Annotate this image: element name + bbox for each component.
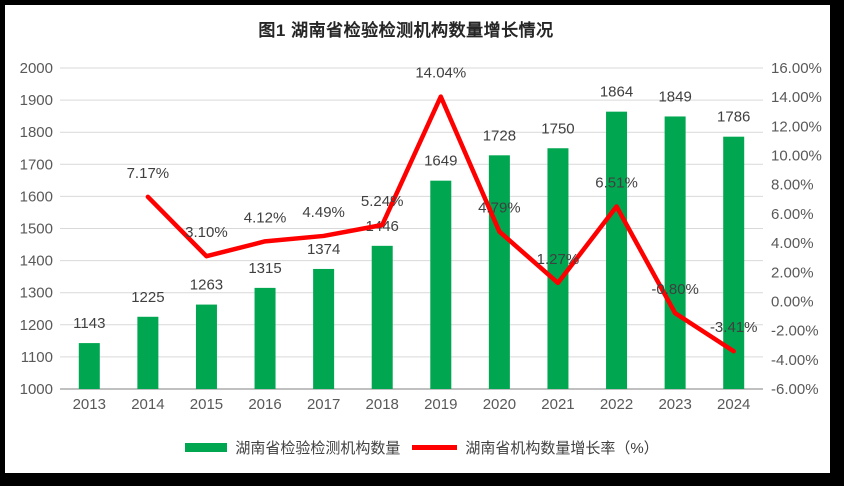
- legend-item-bars: 湖南省检验检测机构数量: [185, 437, 400, 458]
- right-axis-tick: -6.00%: [771, 381, 819, 398]
- x-axis-label: 2024: [717, 396, 750, 413]
- legend-item-line: 湖南省机构数量增长率（%）: [412, 437, 659, 458]
- left-axis-tick: 1200: [20, 317, 53, 334]
- bar-value-label: 1649: [424, 153, 457, 170]
- rate-value-label: 6.51%: [595, 174, 638, 191]
- legend-bar-label: 湖南省检验检测机构数量: [235, 440, 401, 457]
- left-axis-tick: 1600: [20, 188, 53, 205]
- left-axis-tick: 2000: [20, 60, 53, 77]
- x-axis-label: 2020: [483, 396, 516, 413]
- rate-value-label: 14.04%: [415, 65, 466, 82]
- rate-value-label: 5.24%: [361, 193, 404, 210]
- rate-value-label: 4.49%: [302, 204, 345, 221]
- legend-line-label: 湖南省机构数量增长率（%）: [465, 440, 659, 457]
- bar-2018: [371, 245, 393, 389]
- rate-value-label: 4.12%: [244, 209, 287, 226]
- rate-value-label: 4.79%: [478, 200, 521, 217]
- right-axis-tick: 8.00%: [771, 177, 814, 194]
- x-axis-label: 2022: [600, 396, 633, 413]
- chart-background: [5, 5, 830, 473]
- right-axis-tick: -2.00%: [771, 323, 819, 340]
- left-axis-tick: 1900: [20, 92, 53, 109]
- bar-value-label: 1786: [717, 109, 750, 126]
- bar-2014: [137, 316, 159, 389]
- bar-value-label: 1315: [248, 260, 281, 277]
- growth-rate-line: [145, 94, 736, 354]
- left-axis-tick: 1500: [20, 221, 53, 238]
- bar-value-label: 1263: [190, 277, 223, 294]
- x-axis-label: 2017: [307, 396, 340, 413]
- x-axis-label: 2018: [366, 396, 399, 413]
- rate-value-label: 1.27%: [537, 251, 580, 268]
- left-axis-tick: 1400: [20, 253, 53, 270]
- legend-line-swatch-icon: [412, 445, 458, 450]
- x-axis-label: 2014: [131, 396, 164, 413]
- left-axis-tick: 1800: [20, 124, 53, 141]
- bar-value-label: 1728: [483, 127, 516, 144]
- x-axis-label: 2013: [73, 396, 106, 413]
- bar-value-label: 1864: [600, 84, 633, 101]
- right-axis-tick: 2.00%: [771, 264, 814, 281]
- legend-bar-swatch-icon: [185, 443, 228, 452]
- bar-value-label: 1849: [658, 88, 691, 105]
- chart-legend: 湖南省检验检测机构数量 湖南省机构数量增长率（%）: [0, 437, 844, 458]
- x-axis-label: 2015: [190, 396, 223, 413]
- bar-value-label: 1750: [541, 120, 574, 137]
- x-axis-label: 2021: [541, 396, 574, 413]
- rate-value-label: -3.41%: [710, 319, 758, 336]
- bar-value-label: 1374: [307, 241, 340, 258]
- rate-value-label: 3.10%: [185, 224, 228, 241]
- right-axis-tick: 4.00%: [771, 235, 814, 252]
- x-axis-label: 2019: [424, 396, 457, 413]
- right-axis-tick: 12.00%: [771, 118, 822, 135]
- bar-2015: [195, 304, 217, 389]
- right-axis-tick: 14.00%: [771, 89, 822, 106]
- left-axis-tick: 1100: [21, 349, 53, 366]
- bar-2017: [313, 268, 335, 389]
- right-axis-tick: -4.00%: [771, 352, 819, 369]
- x-axis-label: 2016: [248, 396, 281, 413]
- bar-value-label: 1143: [73, 315, 105, 332]
- left-axis-tick: 1700: [20, 156, 53, 173]
- x-axis-label: 2023: [658, 396, 691, 413]
- bar-value-label: 1225: [131, 289, 164, 306]
- left-axis-tick: 1000: [20, 381, 53, 398]
- bar-2020: [488, 155, 510, 389]
- right-axis-tick: 10.00%: [771, 148, 822, 165]
- bar-2019: [430, 180, 452, 389]
- left-axis-tick: 1300: [20, 285, 53, 302]
- bar-2022: [606, 111, 628, 389]
- rate-value-label: 7.17%: [127, 165, 170, 182]
- bar-2024: [723, 136, 745, 389]
- rate-value-label: -0.80%: [651, 281, 699, 298]
- right-axis-tick: 6.00%: [771, 206, 814, 223]
- chart-title: 图1 湖南省检验检测机构数量增长情况: [258, 21, 554, 40]
- bar-2023: [664, 116, 686, 389]
- right-axis-tick: 16.00%: [771, 60, 822, 77]
- bar-2013: [78, 343, 100, 389]
- bar-2021: [547, 148, 569, 389]
- right-axis-tick: 0.00%: [771, 293, 814, 310]
- bar-2016: [254, 287, 276, 389]
